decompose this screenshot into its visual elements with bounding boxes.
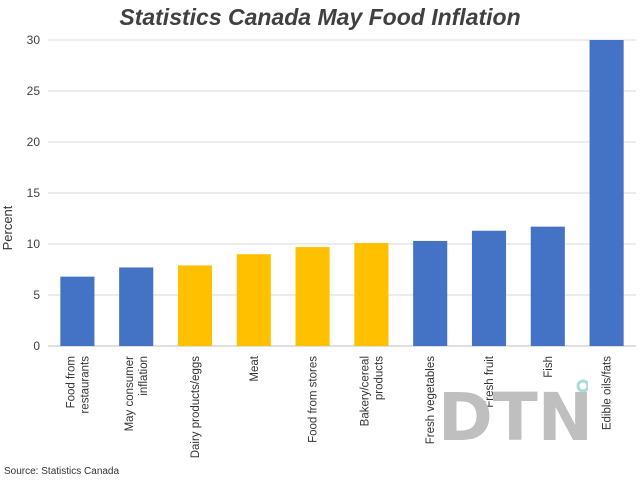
bar-1	[119, 267, 154, 346]
y-tick-label: 10	[27, 237, 41, 251]
x-category-label-line: Food from	[65, 356, 77, 408]
x-category-label-line: Fresh fruit	[484, 355, 496, 408]
x-category-label: Edible oils/fats	[602, 356, 614, 430]
dtn-logo: DTN	[438, 378, 593, 456]
x-category-label: Food from stores	[308, 356, 320, 443]
x-category-label: Meat	[249, 355, 261, 381]
source-note: Source: Statistics Canada	[4, 466, 120, 477]
y-tick-label: 25	[27, 84, 41, 98]
bar-0	[60, 276, 95, 346]
x-category-label: Fish	[543, 356, 555, 378]
x-category-label-line: Fresh vegetables	[425, 356, 437, 444]
bar-7	[471, 230, 507, 346]
x-category-label-line: May consumer	[124, 356, 136, 432]
x-category-label-line: products	[373, 356, 385, 400]
x-category-label-line: inflation	[138, 356, 150, 396]
x-category-label-line: Dairy products/eggs	[190, 356, 202, 459]
bar-5	[354, 242, 389, 346]
chart-title: Statistics Canada May Food Inflation	[119, 4, 521, 30]
bar-8	[530, 226, 565, 346]
x-category-label: Fresh fruit	[484, 355, 496, 408]
y-tick-label: 20	[27, 135, 41, 149]
y-axis-label: Percent	[0, 205, 15, 250]
x-category-label-line: Meat	[249, 355, 261, 381]
x-category-label-line: Edible oils/fats	[602, 356, 614, 430]
y-tick-label: 5	[33, 288, 40, 302]
y-tick-label: 15	[27, 186, 41, 200]
x-category-label: Fresh vegetables	[425, 356, 437, 444]
x-category-label: Food from restaurants	[65, 356, 91, 414]
y-tick-label: 0	[33, 339, 40, 353]
x-category-label: Dairy products/eggs	[190, 356, 202, 459]
x-category-label-line: Fish	[543, 356, 555, 378]
bar-9	[589, 40, 624, 346]
dtn-logo-text: DTN	[438, 379, 588, 448]
y-axis-ticks: 0 5 10 15 20 25 30	[27, 33, 41, 353]
bar-6	[413, 240, 448, 346]
x-category-label-line: Bakery/cereal	[359, 356, 371, 426]
x-category-label: Bakery/cereal products	[359, 356, 385, 427]
bar-4	[295, 247, 330, 346]
x-category-label: May consumer inflation	[124, 356, 150, 432]
category-labels: Food from restaurants May consumer inflatio…	[65, 355, 613, 458]
x-category-label-line: restaurants	[79, 356, 91, 414]
bars	[60, 40, 624, 346]
bar-2	[177, 265, 213, 346]
y-tick-label: 30	[27, 33, 41, 47]
x-category-label-line: Food from stores	[308, 356, 320, 443]
bar-3	[236, 254, 271, 346]
